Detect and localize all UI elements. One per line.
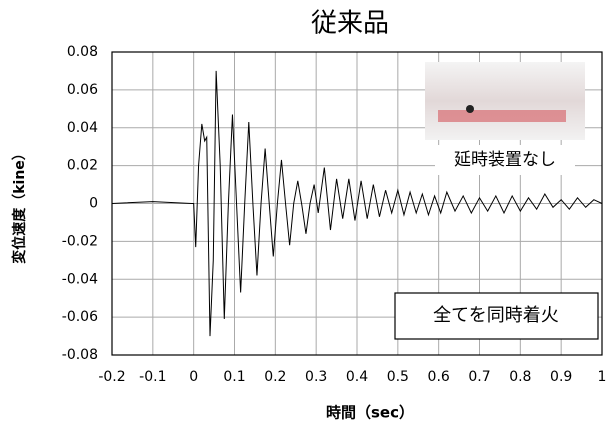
x-tick-label: 0.5 xyxy=(387,369,409,385)
photo-object xyxy=(438,110,566,122)
x-tick-label: -0.2 xyxy=(98,369,125,385)
y-tick-label: -0.08 xyxy=(62,347,98,363)
y-tick-label: -0.06 xyxy=(62,309,98,325)
photo xyxy=(425,62,585,140)
y-tick-label: -0.02 xyxy=(62,233,98,249)
y-tick-label: 0.04 xyxy=(67,120,98,136)
annotation: 延時装置なし xyxy=(454,150,556,170)
x-tick-label: 0.4 xyxy=(346,369,368,385)
x-axis-label: 時間（sec） xyxy=(326,404,414,422)
x-tick-label: 0.6 xyxy=(428,369,450,385)
x-tick-label: 0.1 xyxy=(223,369,245,385)
x-tick-label: 0.3 xyxy=(305,369,327,385)
x-tick-label: 1 xyxy=(598,369,607,385)
x-tick-label: 0 xyxy=(189,369,198,385)
x-tick-label: 0.9 xyxy=(550,369,572,385)
y-axis-label: 変位速度（kine） xyxy=(11,146,28,264)
y-tick-label: -0.04 xyxy=(62,271,98,287)
x-tick-label: 0.8 xyxy=(509,369,531,385)
annotation: 全てを同時着火 xyxy=(433,305,559,326)
photo-object xyxy=(466,105,474,113)
y-tick-label: 0 xyxy=(89,196,98,212)
x-tick-label: -0.1 xyxy=(139,369,166,385)
chart: 従来品 時間（sec） 変位速度（kine） 0.08 0.06 0.04 0.02 0… xyxy=(0,0,608,438)
y-tick-label: 0.06 xyxy=(67,82,98,98)
y-tick-label: 0.02 xyxy=(67,158,98,174)
chart-title: 従来品 xyxy=(311,9,389,39)
x-tick-label: 0.7 xyxy=(468,369,490,385)
y-tick-label: 0.08 xyxy=(67,44,98,60)
x-tick-label: 0.2 xyxy=(264,369,286,385)
